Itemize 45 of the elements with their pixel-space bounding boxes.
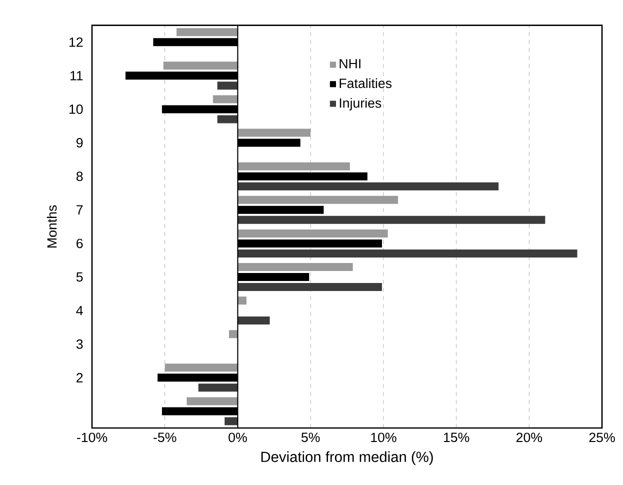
bar bbox=[228, 330, 238, 338]
bar bbox=[176, 28, 238, 36]
bar bbox=[238, 229, 388, 238]
bar bbox=[238, 263, 353, 271]
bar bbox=[238, 296, 246, 305]
legend-label: Fatalities bbox=[340, 78, 392, 88]
bar bbox=[238, 128, 311, 137]
x-axis-title: Deviation from median (%) bbox=[261, 451, 433, 465]
x-tick-label: 10% bbox=[371, 432, 396, 442]
bar bbox=[217, 115, 238, 124]
bar bbox=[224, 417, 238, 426]
bar bbox=[198, 384, 238, 392]
y-tick-label: 3 bbox=[76, 339, 83, 349]
legend-label: NHI bbox=[340, 59, 360, 68]
y-tick-label: 8 bbox=[76, 172, 83, 182]
legend-label: Injuries bbox=[340, 98, 382, 110]
y-tick-label: 6 bbox=[76, 238, 83, 248]
y-axis-title: Months bbox=[46, 205, 57, 248]
bar bbox=[217, 82, 238, 90]
x-tick-label: 0% bbox=[228, 432, 247, 442]
y-tick-label: 2 bbox=[76, 373, 83, 382]
y-tick-label: 9 bbox=[76, 138, 83, 148]
y-tick-label: 7 bbox=[76, 205, 83, 214]
x-tick-label: 15% bbox=[444, 432, 470, 442]
x-tick-label: -10% bbox=[77, 432, 108, 442]
y-tick-label: 10 bbox=[69, 104, 83, 114]
bar bbox=[238, 196, 398, 204]
bar bbox=[238, 316, 270, 325]
bar bbox=[163, 62, 238, 70]
x-tick-label: -5% bbox=[154, 432, 176, 442]
bar bbox=[164, 364, 238, 372]
x-tick-label: 25% bbox=[589, 432, 615, 442]
x-tick-label: 5% bbox=[301, 432, 320, 442]
bar bbox=[238, 216, 546, 224]
bar bbox=[238, 249, 578, 258]
bar bbox=[238, 162, 350, 170]
y-tick-label: 4 bbox=[76, 306, 83, 316]
bar bbox=[212, 95, 238, 104]
x-tick-label: 20% bbox=[516, 432, 542, 442]
bar bbox=[186, 397, 238, 406]
bar bbox=[238, 182, 499, 190]
bar bbox=[238, 283, 382, 291]
y-tick-label: 12 bbox=[69, 37, 83, 47]
y-tick-label: 11 bbox=[70, 71, 83, 80]
y-tick-label: 5 bbox=[76, 272, 83, 282]
